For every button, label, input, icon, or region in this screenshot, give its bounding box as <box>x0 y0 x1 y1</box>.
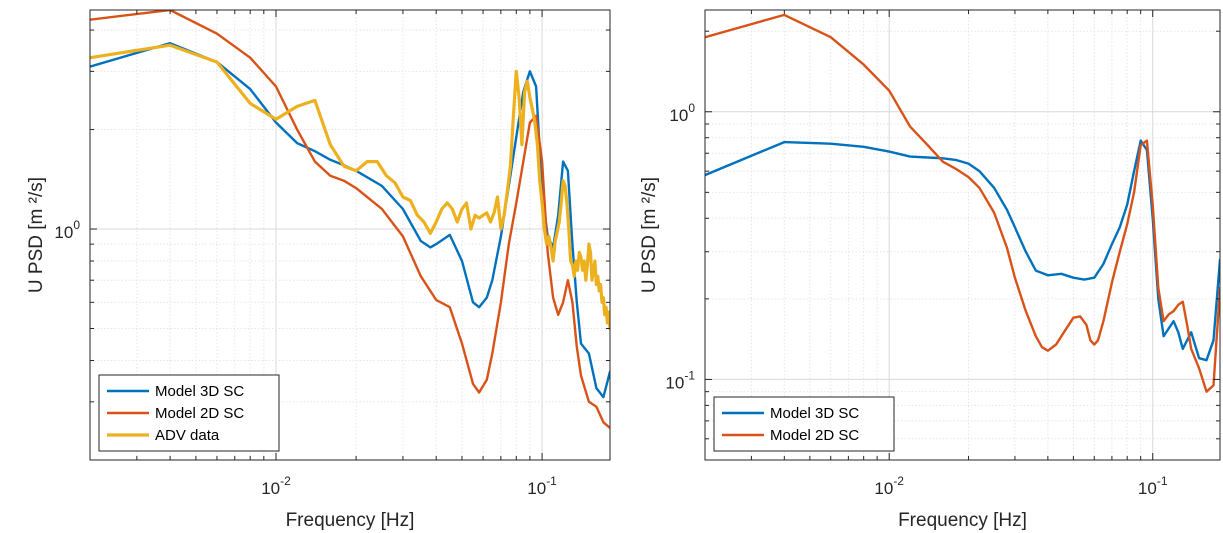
x-tick-label-base: 10 <box>874 479 893 498</box>
x-tick-label: 10-2 <box>261 474 291 498</box>
legend-label-adv-data: ADV data <box>155 427 220 444</box>
series-group <box>90 10 610 430</box>
y-tick-label: 100 <box>54 218 80 242</box>
series-line-model-3d-sc <box>90 42 610 399</box>
legend: Model 3D SC Model 2D SC <box>713 396 895 452</box>
axes-box <box>89 9 611 461</box>
y-tick-label: 100 <box>669 101 695 125</box>
x-tick-label-base: 10 <box>527 479 546 498</box>
y-tick-label: 10-1 <box>665 368 695 392</box>
x-axis-label: Frequency [Hz] <box>898 510 1027 531</box>
x-tick-label-exponent: -2 <box>893 474 904 488</box>
y-tick-label-base: 10 <box>669 106 688 125</box>
y-tick-label-exponent: 0 <box>73 218 80 232</box>
axes-box <box>704 9 1221 461</box>
x-axis-label: Frequency [Hz] <box>286 510 415 531</box>
series-line-model-2d-sc <box>90 10 610 430</box>
x-tick-label-exponent: -2 <box>280 474 291 488</box>
legend-label-model-3d-sc: Model 3D SC <box>770 405 859 422</box>
x-tick-label-exponent: -1 <box>1157 474 1168 488</box>
series-line-model-2d-sc <box>705 13 1220 393</box>
x-tick-label-base: 10 <box>1138 479 1157 498</box>
y-tick-label-base: 10 <box>54 223 73 242</box>
legend-box <box>713 396 895 452</box>
y-axis-label: U PSD [m ²/s] <box>639 177 660 293</box>
y-tick-label-exponent: -1 <box>684 368 695 382</box>
series-line-adv-data <box>90 43 610 331</box>
series-group <box>705 13 1220 393</box>
x-tick-label-exponent: -1 <box>546 474 557 488</box>
x-tick-label: 10-2 <box>874 474 904 498</box>
x-tick-label-base: 10 <box>261 479 280 498</box>
y-tick-label-base: 10 <box>665 373 684 392</box>
y-tick-label-exponent: 0 <box>688 101 695 115</box>
y-axis-label: U PSD [m ²/s] <box>26 177 47 293</box>
x-tick-label: 10-1 <box>1138 474 1168 498</box>
legend-label-model-3d-sc: Model 3D SC <box>155 383 244 400</box>
legend-label-model-2d-sc: Model 2D SC <box>770 427 859 444</box>
x-tick-label: 10-1 <box>527 474 557 498</box>
legend-label-model-2d-sc: Model 2D SC <box>155 405 244 422</box>
grid <box>704 10 1220 461</box>
legend: Model 3D SC Model 2D SC ADV data <box>98 374 280 452</box>
